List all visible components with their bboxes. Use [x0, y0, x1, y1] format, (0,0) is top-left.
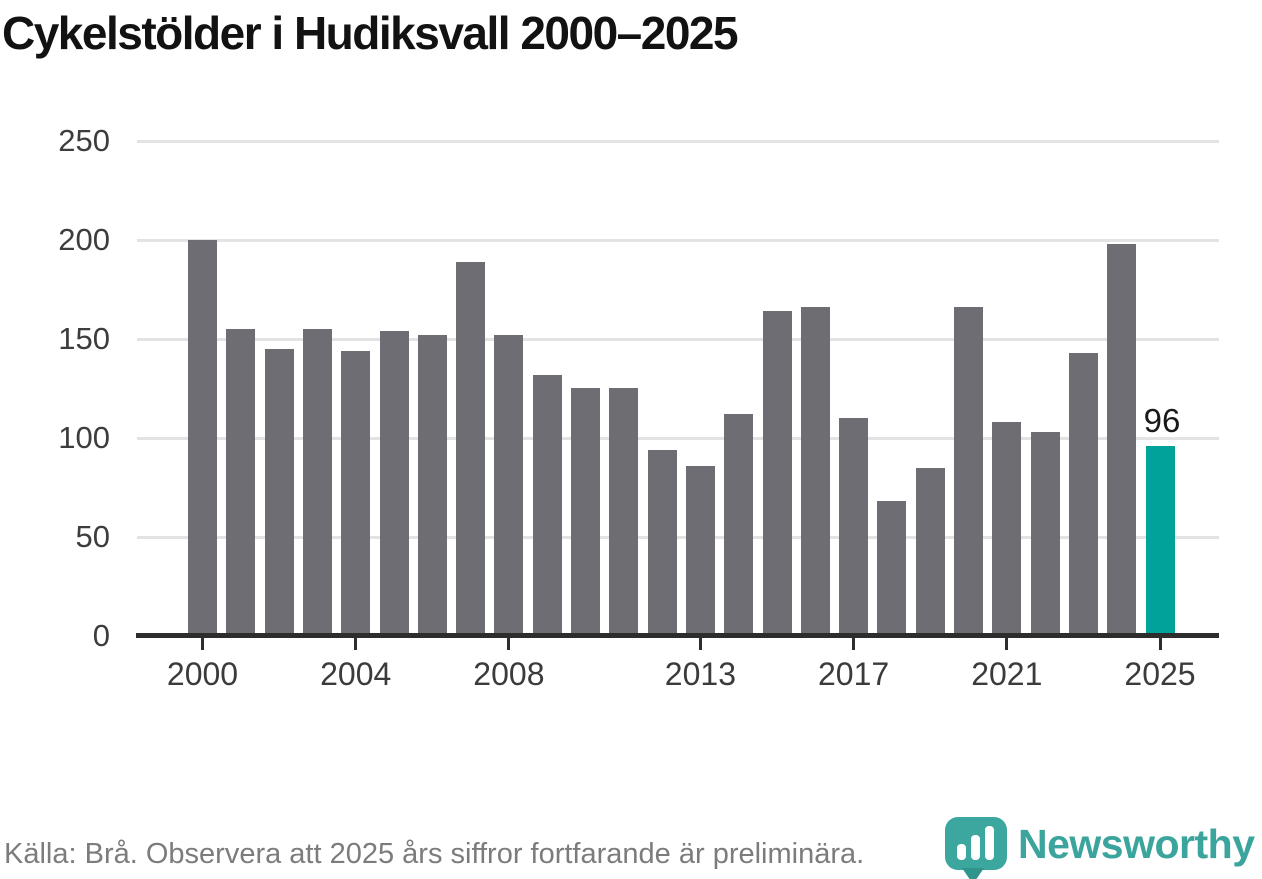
bar-2017 — [839, 418, 869, 636]
bar-2005 — [379, 331, 409, 636]
bar-2021 — [992, 422, 1022, 636]
y-axis-label-100: 100 — [58, 420, 110, 455]
x-axis-label-2013: 2013 — [664, 656, 736, 692]
bar-2006 — [417, 335, 447, 636]
bar-2012 — [647, 450, 677, 636]
bar-2004 — [341, 351, 371, 636]
logo-pin-tail — [962, 868, 984, 879]
x-axis-tick-2025 — [1158, 638, 1162, 650]
logo-bar-tall — [985, 826, 994, 860]
gridline-50 — [137, 535, 1219, 539]
bar-2019 — [915, 468, 945, 636]
bar-2008 — [494, 335, 524, 636]
y-axis-label-200: 200 — [58, 222, 110, 257]
newsworthy-logo: Newsworthy — [942, 815, 1262, 879]
x-axis-label-2008: 2008 — [473, 656, 545, 692]
bar-2009 — [532, 375, 562, 636]
x-axis-tick-2004 — [354, 638, 358, 650]
gridline-200 — [137, 238, 1219, 242]
chart-title: Cykelstölder i Hudiksvall 2000–2025 — [2, 7, 739, 59]
bar-2015 — [762, 311, 792, 636]
gridline-100 — [137, 436, 1219, 440]
x-axis-tick-2000 — [201, 638, 204, 650]
bar-2000 — [188, 240, 217, 636]
x-axis-tick-2021 — [1005, 638, 1009, 650]
x-axis-tick-2008 — [507, 638, 511, 650]
logo-bar-medium — [971, 835, 980, 860]
x-axis-label-2025: 2025 — [1124, 656, 1196, 692]
x-axis-tick-2017 — [852, 638, 856, 650]
bar-2013 — [685, 466, 715, 636]
x-axis-label-2017: 2017 — [818, 656, 890, 692]
x-axis-label-2004: 2004 — [320, 656, 392, 692]
y-axis-label-0: 0 — [92, 618, 110, 653]
bar-2024 — [1107, 244, 1137, 636]
gridline-250 — [137, 139, 1219, 143]
bar-2018 — [877, 501, 907, 636]
logo-bar-short — [957, 844, 966, 860]
bar-2011 — [609, 388, 639, 636]
bar-2020 — [954, 307, 983, 636]
source-note: Källa: Brå. Observera att 2025 års siffr… — [4, 838, 865, 870]
bar-2010 — [571, 388, 600, 636]
y-axis-label-150: 150 — [58, 321, 110, 356]
gridline-150 — [137, 337, 1219, 341]
bar-2022 — [1030, 432, 1060, 636]
y-axis-label-250: 250 — [58, 123, 110, 158]
y-axis-label-50: 50 — [75, 519, 110, 554]
newsworthy-pin-barchart-icon — [945, 817, 1007, 870]
bar-2025 — [1145, 446, 1175, 636]
bar-2003 — [302, 329, 332, 636]
x-axis-line — [136, 633, 1219, 638]
highlight-value-label: 96 — [1143, 402, 1181, 439]
bar-2001 — [226, 329, 256, 636]
newsworthy-logo-text: Newsworthy — [1018, 821, 1255, 867]
x-axis-label-2021: 2021 — [971, 656, 1043, 692]
x-axis-label-2000: 2000 — [166, 656, 239, 692]
bar-2002 — [264, 349, 294, 636]
bar-2016 — [800, 307, 830, 636]
bar-2007 — [456, 262, 486, 636]
bar-2014 — [724, 414, 754, 636]
x-axis-tick-2013 — [698, 638, 702, 650]
bar-2023 — [1068, 353, 1098, 636]
